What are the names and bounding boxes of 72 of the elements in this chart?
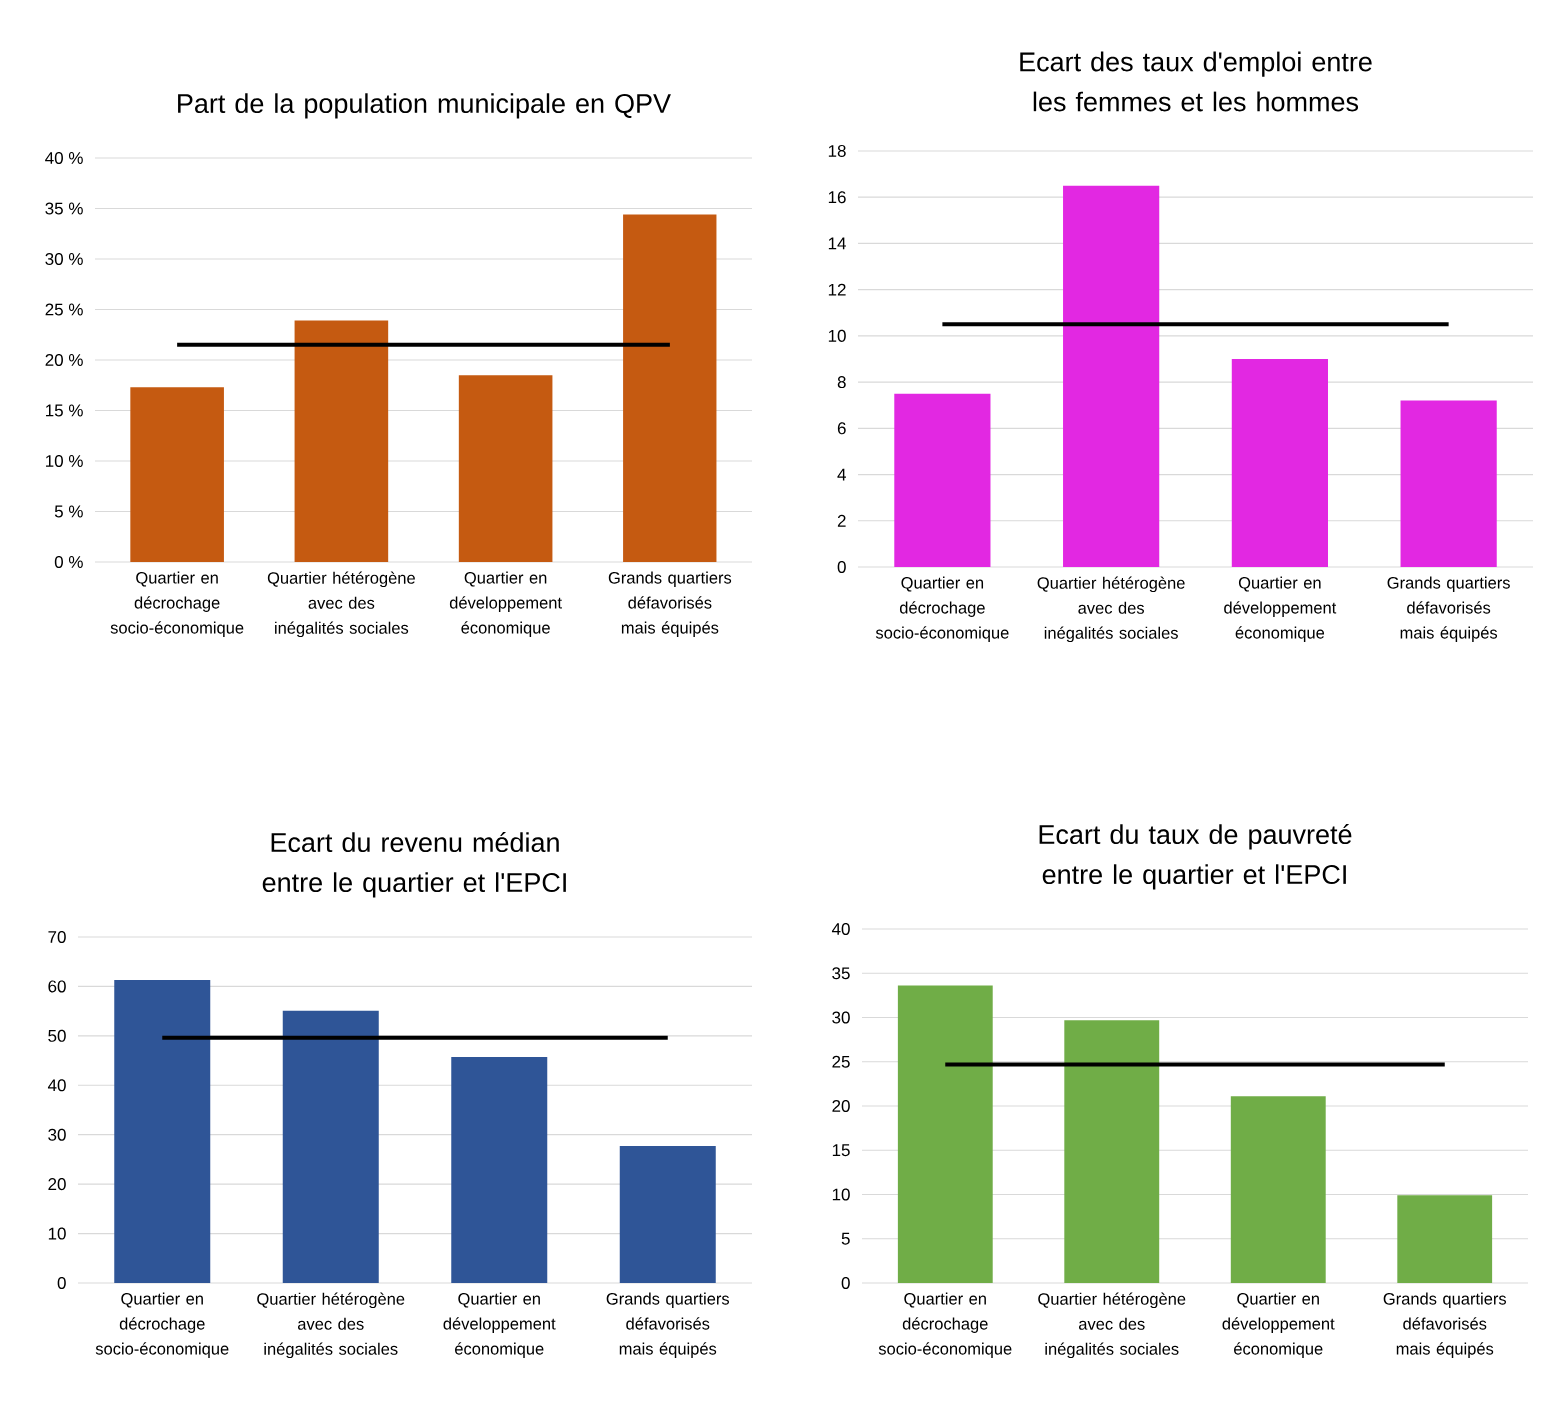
y-tick-label: 0 <box>57 1276 66 1290</box>
bar <box>619 1146 716 1283</box>
bar <box>623 214 717 562</box>
x-tick-label: Quartier en décrochage socio-économique <box>95 1292 229 1358</box>
x-tick-label: Quartier en décrochage socio-économique <box>878 1292 1012 1358</box>
x-tick-label: Quartier en développement économique <box>443 1292 556 1358</box>
y-tick-label: 30 <box>48 1128 66 1141</box>
y-tick-label: 30 <box>832 1011 850 1024</box>
y-tick-label: 14 <box>828 237 846 250</box>
chart-title: Part de la population municipale en QPV <box>178 93 671 119</box>
bar <box>294 320 389 562</box>
y-tick-label: 5 % <box>54 505 83 518</box>
bar <box>1231 358 1328 567</box>
bar <box>130 387 224 562</box>
y-tick-label: 4 <box>837 468 846 481</box>
y-tick-label: 60 <box>48 980 66 993</box>
y-tick-label: 12 <box>828 283 846 296</box>
y-tick-label: 20 % <box>45 353 83 366</box>
x-tick-label: Quartier hétérogène avec des inégalités sociales <box>1037 576 1185 643</box>
bar <box>1400 400 1497 567</box>
bar <box>1064 1020 1160 1283</box>
x-tick-label: Quartier hétérogène avec des inégalités sociales <box>257 1292 405 1359</box>
x-tick-label: Quartier en décrochage socio-économique <box>875 576 1009 642</box>
y-tick-label: 10 <box>48 1227 66 1240</box>
y-tick-label: 18 <box>828 144 846 157</box>
y-tick-label: 40 % <box>45 151 83 165</box>
y-tick-label: 16 <box>828 191 846 204</box>
y-tick-label: 0 % <box>54 555 83 568</box>
y-tick-label: 15 <box>832 1144 850 1157</box>
y-tick-label: 8 <box>837 376 846 389</box>
bar <box>451 1057 548 1283</box>
y-tick-label: 10 % <box>46 454 83 468</box>
bar <box>894 393 991 567</box>
y-tick-label: 20 <box>48 1178 66 1191</box>
bar <box>897 985 993 1283</box>
y-tick-label: 15 % <box>46 404 83 417</box>
chart-title: Ecart des taux d'emploi entre les femmes et les hommes <box>1020 51 1372 112</box>
y-tick-label: 35 <box>832 967 850 980</box>
chart-title: Ecart du taux de pauvreté entre le quartier et l'EPCI <box>1039 823 1352 890</box>
y-tick-label: 25 <box>832 1055 850 1068</box>
y-tick-label: 0 <box>837 560 846 573</box>
y-tick-label: 6 <box>837 422 846 435</box>
chart-title: Ecart du revenu médian entre le quartier et l'EPCI <box>262 831 566 898</box>
y-tick-label: 35 % <box>45 202 83 215</box>
x-tick-label: Grands quartiers défavorisés mais équipés <box>608 571 732 637</box>
y-tick-label: 70 <box>48 930 66 944</box>
y-tick-label: 0 <box>841 1276 850 1290</box>
x-tick-label: Quartier en développement économique <box>449 571 562 637</box>
y-tick-label: 2 <box>837 514 846 527</box>
y-tick-label: 40 <box>831 922 850 936</box>
x-tick-label: Quartier hétérogène avec des inégalités sociales <box>267 571 415 638</box>
y-tick-label: 5 <box>841 1232 850 1245</box>
bar <box>458 375 553 562</box>
y-tick-label: 10 <box>828 329 846 342</box>
x-tick-label: Quartier en décrochage socio-économique <box>110 571 244 637</box>
x-tick-label: Quartier hétérogène avec des inégalités sociales <box>1038 1292 1186 1359</box>
y-tick-label: 25 % <box>45 303 83 316</box>
x-tick-label: Quartier en développement économique <box>1224 576 1337 642</box>
x-tick-label: Grands quartiers défavorisés mais équipés <box>1387 576 1510 642</box>
y-tick-label: 50 <box>48 1029 66 1042</box>
y-tick-label: 30 % <box>45 252 83 265</box>
bar <box>1397 1195 1493 1283</box>
x-tick-label: Grands quartiers défavorisés mais équipés <box>606 1292 730 1358</box>
x-tick-label: Grands quartiers défavorisés mais équipés <box>1383 1292 1507 1358</box>
y-tick-label: 40 <box>47 1079 66 1092</box>
bar <box>114 979 211 1283</box>
y-tick-label: 20 <box>832 1099 850 1113</box>
bar <box>1063 185 1160 567</box>
x-tick-label: Quartier en développement économique <box>1222 1292 1335 1358</box>
bar <box>282 1010 379 1283</box>
y-tick-label: 10 <box>832 1188 850 1201</box>
bar <box>1230 1096 1326 1283</box>
